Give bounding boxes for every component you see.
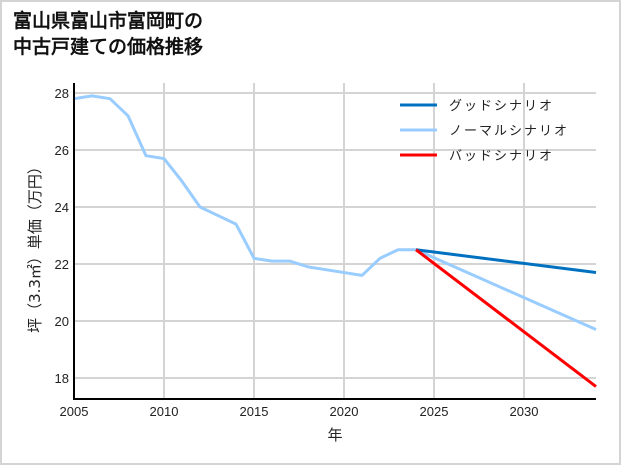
x-tick-label: 2025 — [420, 404, 449, 419]
y-tick-label: 20 — [55, 314, 69, 329]
chart-title: 富山県富山市富岡町の 中古戸建ての価格推移 — [13, 10, 204, 58]
series-line — [415, 248, 597, 388]
axes: 2005 2010 2015 2020 2025 2030 18 20 22 24 26 28 年 坪（3… — [26, 83, 596, 444]
series-line — [73, 94, 597, 331]
series-line — [415, 248, 597, 275]
y-tick-label: 26 — [55, 143, 69, 158]
y-tick-label: 24 — [55, 200, 69, 215]
y-tick-label: 18 — [55, 371, 69, 386]
x-tick-label: 2010 — [150, 404, 179, 419]
grid-lines — [74, 83, 596, 399]
data-lines — [73, 94, 597, 388]
legend-label: グッドシナリオ — [449, 99, 554, 114]
y-tick-label: 28 — [55, 86, 69, 101]
y-tick-label: 22 — [55, 257, 69, 272]
legend-label: ノーマルシナリオ — [449, 124, 569, 139]
x-tick-label: 2015 — [240, 404, 269, 419]
x-tick-label: 2030 — [510, 404, 539, 419]
legend-label: バッドシナリオ — [449, 149, 554, 164]
x-tick-label: 2020 — [330, 404, 359, 419]
y-axis-label: 坪（3.3㎡）単価（万円） — [26, 159, 44, 333]
x-axis-label: 年 — [327, 426, 342, 444]
x-tick-label: 2005 — [60, 404, 89, 419]
